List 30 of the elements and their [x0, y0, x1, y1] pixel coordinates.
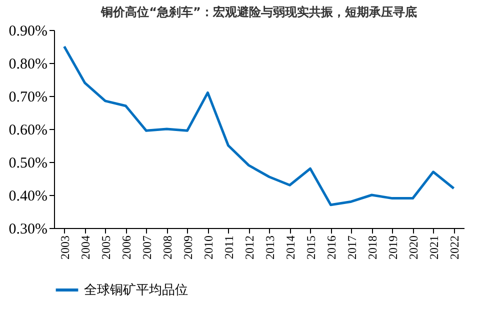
x-tick-label: 2010	[201, 236, 216, 260]
legend-label: 全球铜矿平均品位	[84, 282, 188, 297]
x-tick-label: 2004	[78, 236, 92, 260]
line-series	[63, 45, 455, 206]
y-tick-label: 0.80%	[8, 56, 48, 72]
x-tick-label: 2015	[304, 236, 318, 260]
x-tick-label: 2016	[324, 236, 338, 260]
y-tick-label: 0.90%	[8, 24, 48, 40]
y-tick-label: 0.30%	[8, 222, 48, 238]
y-tick-label: 0.50%	[8, 156, 48, 172]
x-tick-label: 2018	[365, 236, 380, 260]
y-tick-label: 0.40%	[8, 188, 48, 204]
x-tick-label: 2012	[242, 236, 256, 260]
x-tick-label: 2009	[180, 236, 195, 260]
x-tick-label: 2007	[140, 236, 154, 260]
y-tick-label: 0.70%	[8, 90, 48, 106]
x-tick-label: 2005	[98, 236, 113, 260]
x-tick-label: 2003	[58, 236, 72, 260]
x-tick-label: 2021	[426, 236, 441, 260]
chart-title: 铜价高位“急刹车”：宏观避险与弱现实共振，短期承压寻底	[100, 5, 417, 19]
x-tick-label: 2022	[447, 236, 462, 260]
x-tick-label: 2020	[406, 236, 420, 260]
x-tick-label: 2019	[386, 236, 400, 260]
x-tick-label: 2013	[262, 236, 277, 260]
x-tick-label: 2011	[222, 236, 236, 260]
x-tick-label: 2006	[119, 236, 134, 260]
y-tick-label: 0.60%	[8, 122, 48, 138]
x-tick-label: 2017	[344, 236, 359, 260]
x-tick-label: 2014	[283, 236, 298, 260]
x-tick-label: 2008	[160, 236, 174, 260]
